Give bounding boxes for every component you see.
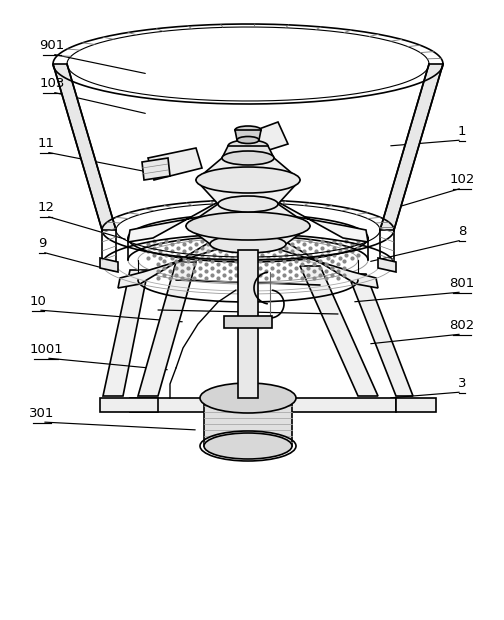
Polygon shape	[396, 398, 436, 412]
Text: 901: 901	[39, 39, 65, 52]
Text: 8: 8	[458, 225, 466, 238]
Text: 1: 1	[458, 125, 466, 138]
Polygon shape	[224, 316, 272, 328]
Ellipse shape	[235, 126, 261, 134]
Ellipse shape	[196, 167, 300, 193]
Polygon shape	[238, 250, 258, 398]
Ellipse shape	[204, 433, 292, 459]
Polygon shape	[130, 398, 396, 412]
Polygon shape	[148, 148, 202, 180]
Polygon shape	[222, 146, 274, 158]
Text: 102: 102	[449, 173, 475, 186]
Polygon shape	[100, 258, 118, 272]
Text: 802: 802	[450, 319, 475, 332]
Polygon shape	[186, 226, 310, 244]
Text: 1001: 1001	[29, 343, 63, 356]
Polygon shape	[268, 242, 378, 288]
Polygon shape	[118, 242, 228, 288]
Polygon shape	[196, 180, 300, 204]
Polygon shape	[196, 158, 300, 180]
Ellipse shape	[237, 136, 259, 143]
Text: 801: 801	[450, 277, 475, 290]
Polygon shape	[348, 274, 413, 396]
Text: 3: 3	[458, 377, 466, 390]
Polygon shape	[300, 266, 378, 396]
Polygon shape	[100, 398, 158, 412]
Polygon shape	[380, 64, 443, 230]
Ellipse shape	[228, 140, 268, 152]
Text: 9: 9	[38, 237, 46, 250]
Polygon shape	[235, 130, 261, 140]
Ellipse shape	[200, 383, 296, 413]
Polygon shape	[128, 202, 236, 242]
Text: 10: 10	[30, 295, 46, 308]
Text: 11: 11	[37, 137, 54, 150]
Polygon shape	[138, 262, 196, 396]
Polygon shape	[53, 64, 116, 230]
Ellipse shape	[210, 235, 286, 253]
Polygon shape	[204, 398, 292, 446]
Ellipse shape	[222, 151, 274, 165]
Ellipse shape	[218, 196, 278, 212]
Polygon shape	[103, 270, 148, 396]
Polygon shape	[186, 204, 310, 226]
Polygon shape	[260, 202, 368, 242]
Ellipse shape	[186, 212, 310, 240]
Polygon shape	[378, 258, 396, 272]
Polygon shape	[240, 122, 288, 156]
Polygon shape	[142, 158, 170, 180]
Text: 103: 103	[39, 77, 65, 90]
Text: 301: 301	[29, 407, 55, 420]
Text: 12: 12	[37, 201, 54, 214]
